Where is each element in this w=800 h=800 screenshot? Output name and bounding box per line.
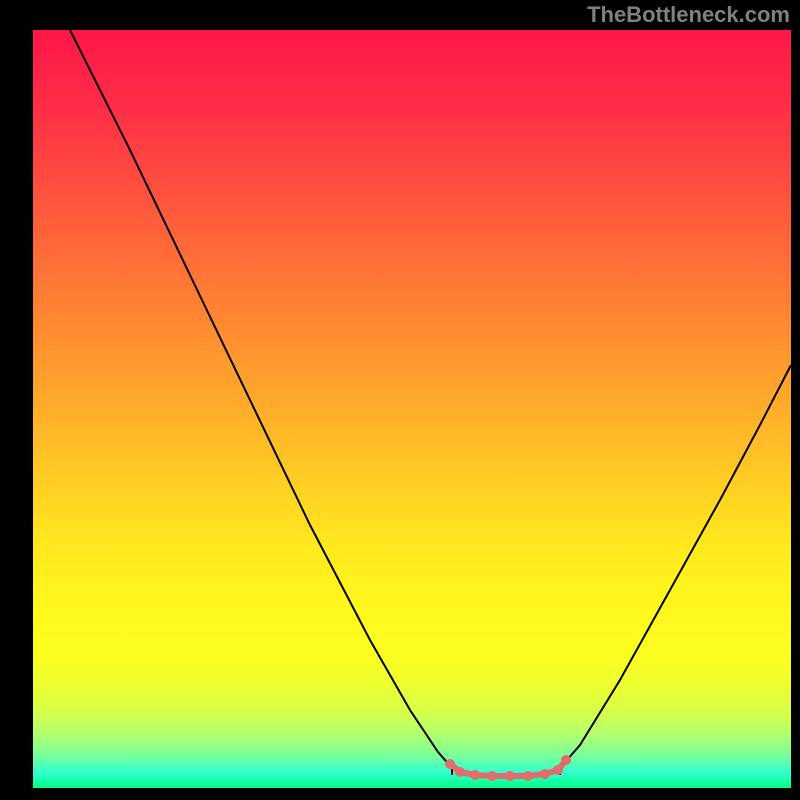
highlight-marker: [553, 765, 563, 775]
highlight-marker: [445, 759, 455, 769]
highlight-marker: [523, 771, 533, 781]
highlight-marker: [540, 769, 550, 779]
highlight-marker: [505, 771, 515, 781]
highlight-marker: [487, 771, 497, 781]
plot-background: [33, 30, 791, 788]
highlight-marker: [561, 755, 571, 765]
chart-container: { "watermark": { "text": "TheBottleneck.…: [0, 0, 800, 800]
watermark-text: TheBottleneck.com: [587, 2, 790, 28]
highlight-marker: [455, 767, 465, 777]
highlight-marker: [470, 770, 480, 780]
bottleneck-chart: [0, 0, 800, 800]
